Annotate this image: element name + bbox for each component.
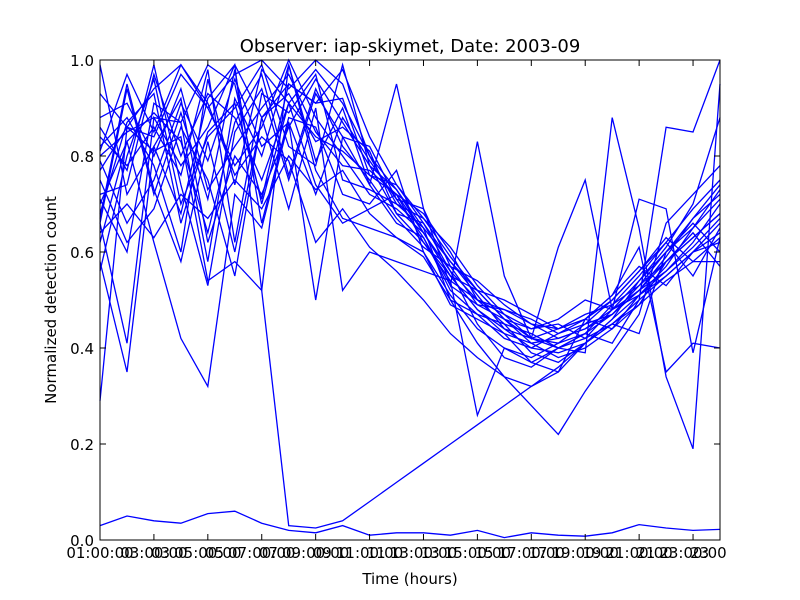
x-tick-label: 03:00:00 (120, 544, 187, 562)
series-line-19 (99, 83, 721, 389)
series-line-24 (99, 63, 720, 529)
series-line-22 (99, 64, 721, 450)
series-line-21 (99, 83, 721, 418)
x-tick-label-overlap: 05 (205, 544, 224, 562)
series-line-17 (99, 154, 721, 436)
series-line-5 (99, 62, 721, 354)
x-tick-label: 01:00:00 (66, 544, 133, 562)
x-tick-label-overlap: 07 (259, 544, 278, 562)
x-tick-label-overlap: 13 (421, 544, 440, 562)
x-axis-label: Time (hours) (361, 570, 457, 588)
x-tick-label-overlap: 23 (690, 544, 709, 562)
x-tick-label-overlap: 09 (313, 544, 332, 562)
series-line-23 (99, 510, 721, 539)
series-lines (99, 58, 721, 539)
x-tick-label-overlap: 03 (151, 544, 170, 562)
x-tick-label: 21:00:00 (605, 544, 672, 562)
series-line-15 (99, 73, 721, 364)
series-line-2 (99, 63, 721, 349)
x-tick-label-overlap: 15 (474, 544, 493, 562)
y-tick-label: 0.2 (70, 436, 94, 454)
x-tick-label: 05:00:00 (174, 544, 241, 562)
x-tick-label: 19:00:00 (552, 544, 619, 562)
y-tick-label: 0.4 (70, 340, 94, 358)
series-line-18 (99, 63, 721, 388)
x-tick-label: 23:00:00 (659, 544, 726, 562)
y-tick-label: 0.6 (70, 244, 94, 262)
x-tick-label: 13:00:00 (390, 544, 457, 562)
x-tick-label: 07:00:00 (228, 544, 295, 562)
x-tick-label-overlap: 17 (528, 544, 547, 562)
series-line-14 (99, 72, 721, 340)
x-tick-label: 11:00:00 (336, 544, 403, 562)
series-line-13 (99, 77, 721, 335)
x-tick-label-overlap: 21 (636, 544, 655, 562)
series-line-20 (99, 59, 721, 368)
y-tick-label: 0.8 (70, 148, 94, 166)
x-tick-label-overlap: 19 (582, 544, 601, 562)
y-axis: 0.0 0.2 0.4 0.6 0.8 1.0 (70, 52, 720, 550)
x-tick-label: 17:00:00 (498, 544, 565, 562)
x-tick-label-overlap: 11 (367, 544, 386, 562)
x-tick-label: 09:00:00 (282, 544, 349, 562)
y-tick-label: 1.0 (70, 52, 94, 70)
y-axis-label: Normalized detection count (42, 196, 60, 404)
series-line-16 (99, 68, 721, 330)
y-tick-label: 0.0 (70, 532, 94, 550)
x-tick-label: 15:00:00 (444, 544, 511, 562)
chart-title: Observer: iap-skiymet, Date: 2003-09 (240, 36, 581, 57)
plot-frame (99, 59, 721, 541)
